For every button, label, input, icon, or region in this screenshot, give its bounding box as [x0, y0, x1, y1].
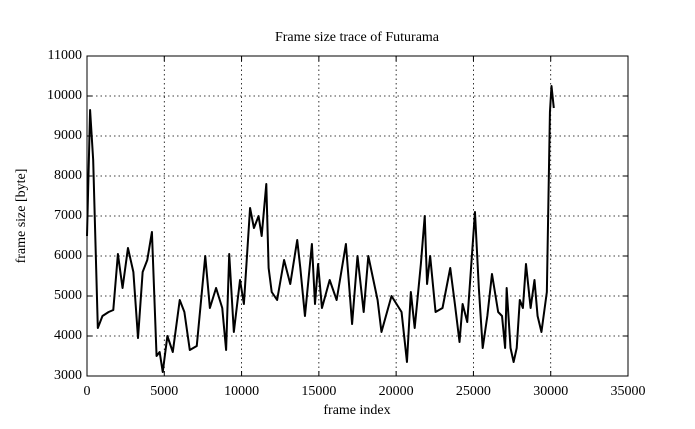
x-tick-label: 5000 [150, 384, 178, 399]
y-axis-label: frame size [byte] [14, 169, 29, 264]
y-tick-label: 9000 [54, 128, 82, 143]
x-tick-label: 30000 [533, 384, 568, 399]
chart-title: Frame size trace of Futurama [275, 30, 440, 45]
x-tick-label: 10000 [224, 384, 259, 399]
y-tick-label: 10000 [47, 88, 82, 103]
data-line [86, 85, 555, 373]
x-tick-label: 35000 [611, 384, 646, 399]
x-tick-label: 15000 [301, 384, 336, 399]
y-tick-label: 7000 [54, 208, 82, 223]
y-tick-label: 6000 [54, 248, 82, 263]
x-tick-label: 20000 [379, 384, 414, 399]
y-tick-label: 11000 [48, 48, 82, 63]
y-tick-label: 8000 [54, 168, 82, 183]
x-tick-label: 25000 [456, 384, 491, 399]
y-tick-label: 4000 [54, 328, 82, 343]
y-tick-label: 5000 [54, 288, 82, 303]
x-axis-label: frame index [323, 403, 390, 418]
x-tick-label: 0 [84, 384, 91, 399]
y-tick-label: 3000 [54, 368, 82, 383]
